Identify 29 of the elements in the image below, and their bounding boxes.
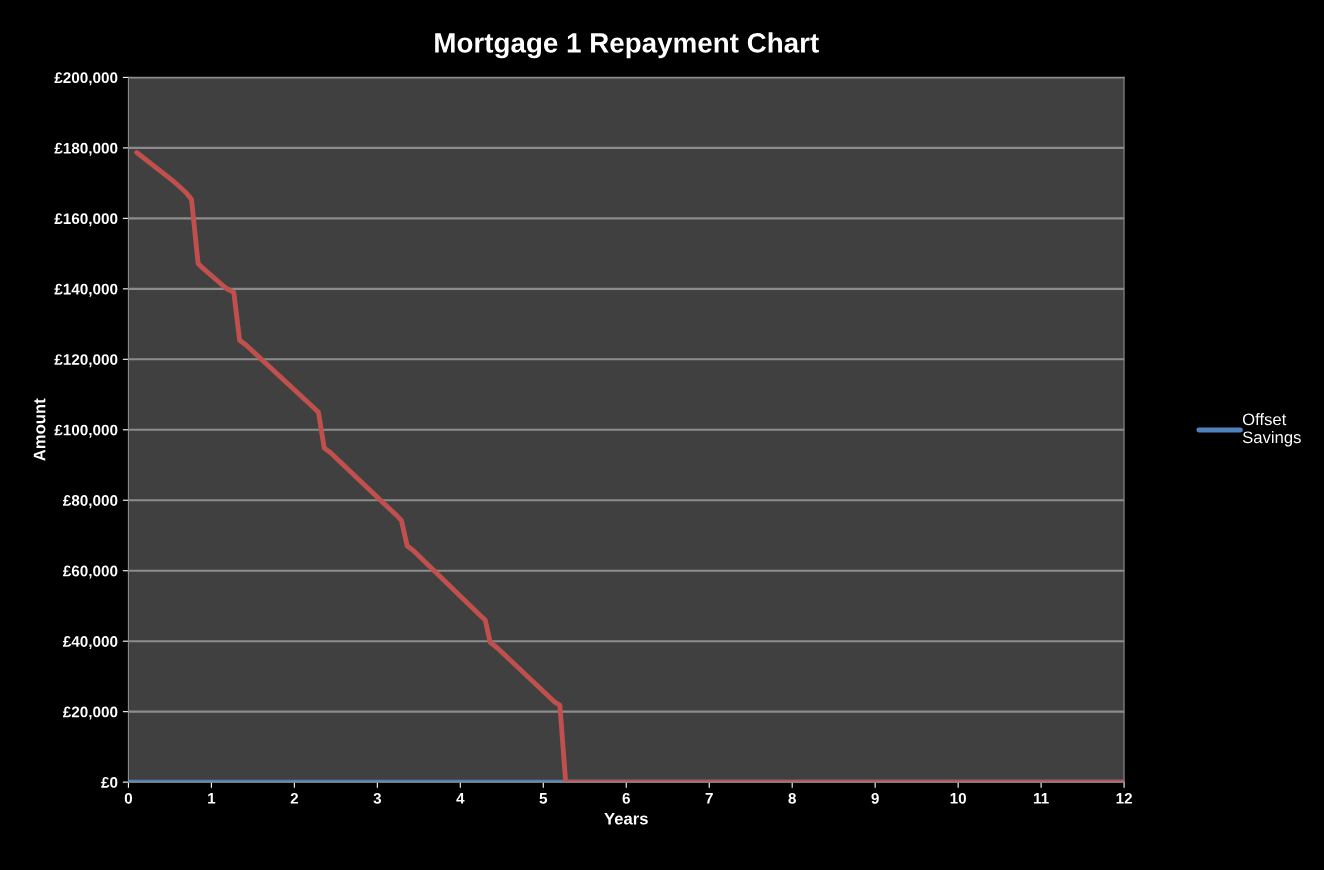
y-axis-title: Amount (33, 398, 46, 461)
y-tick-label: £160,000 (54, 213, 118, 227)
line-series (134, 150, 1125, 783)
x-tick-label: 6 (622, 792, 630, 804)
x-tick-label: 4 (456, 793, 465, 804)
y-tick-label: £100,000 (54, 424, 118, 438)
legend-label: Offset Savings (1242, 413, 1301, 447)
x-tick-label: 0 (124, 792, 133, 804)
x-tick-label: 5 (539, 793, 548, 804)
y-tick-label: £40,000 (62, 636, 118, 650)
y-tick-label: £120,000 (54, 354, 118, 368)
x-tick-label: 12 (1116, 792, 1132, 804)
y-tick-label: £20,000 (62, 706, 118, 720)
x-tick-label: 11 (1033, 793, 1049, 804)
x-tick-label: 8 (788, 792, 796, 804)
x-tick-label: 2 (290, 792, 299, 804)
y-tick-label: £60,000 (62, 565, 118, 579)
x-tick-label: 3 (373, 792, 382, 804)
x-tick-label: 1 (208, 793, 216, 804)
x-tick-label: 9 (871, 792, 879, 804)
y-tick-label: £200,000 (54, 72, 118, 86)
y-tick-label: £140,000 (54, 283, 118, 297)
y-tick-label: £0 (101, 777, 118, 788)
x-tick-label: 7 (705, 793, 713, 804)
y-tick-label: £180,000 (54, 142, 118, 156)
x-tick-label: 10 (950, 792, 967, 804)
x-axis-title: Years (604, 812, 648, 825)
chart-title: Mortgage 1 Repayment Chart (435, 32, 819, 59)
y-tick-label: £80,000 (62, 495, 118, 509)
